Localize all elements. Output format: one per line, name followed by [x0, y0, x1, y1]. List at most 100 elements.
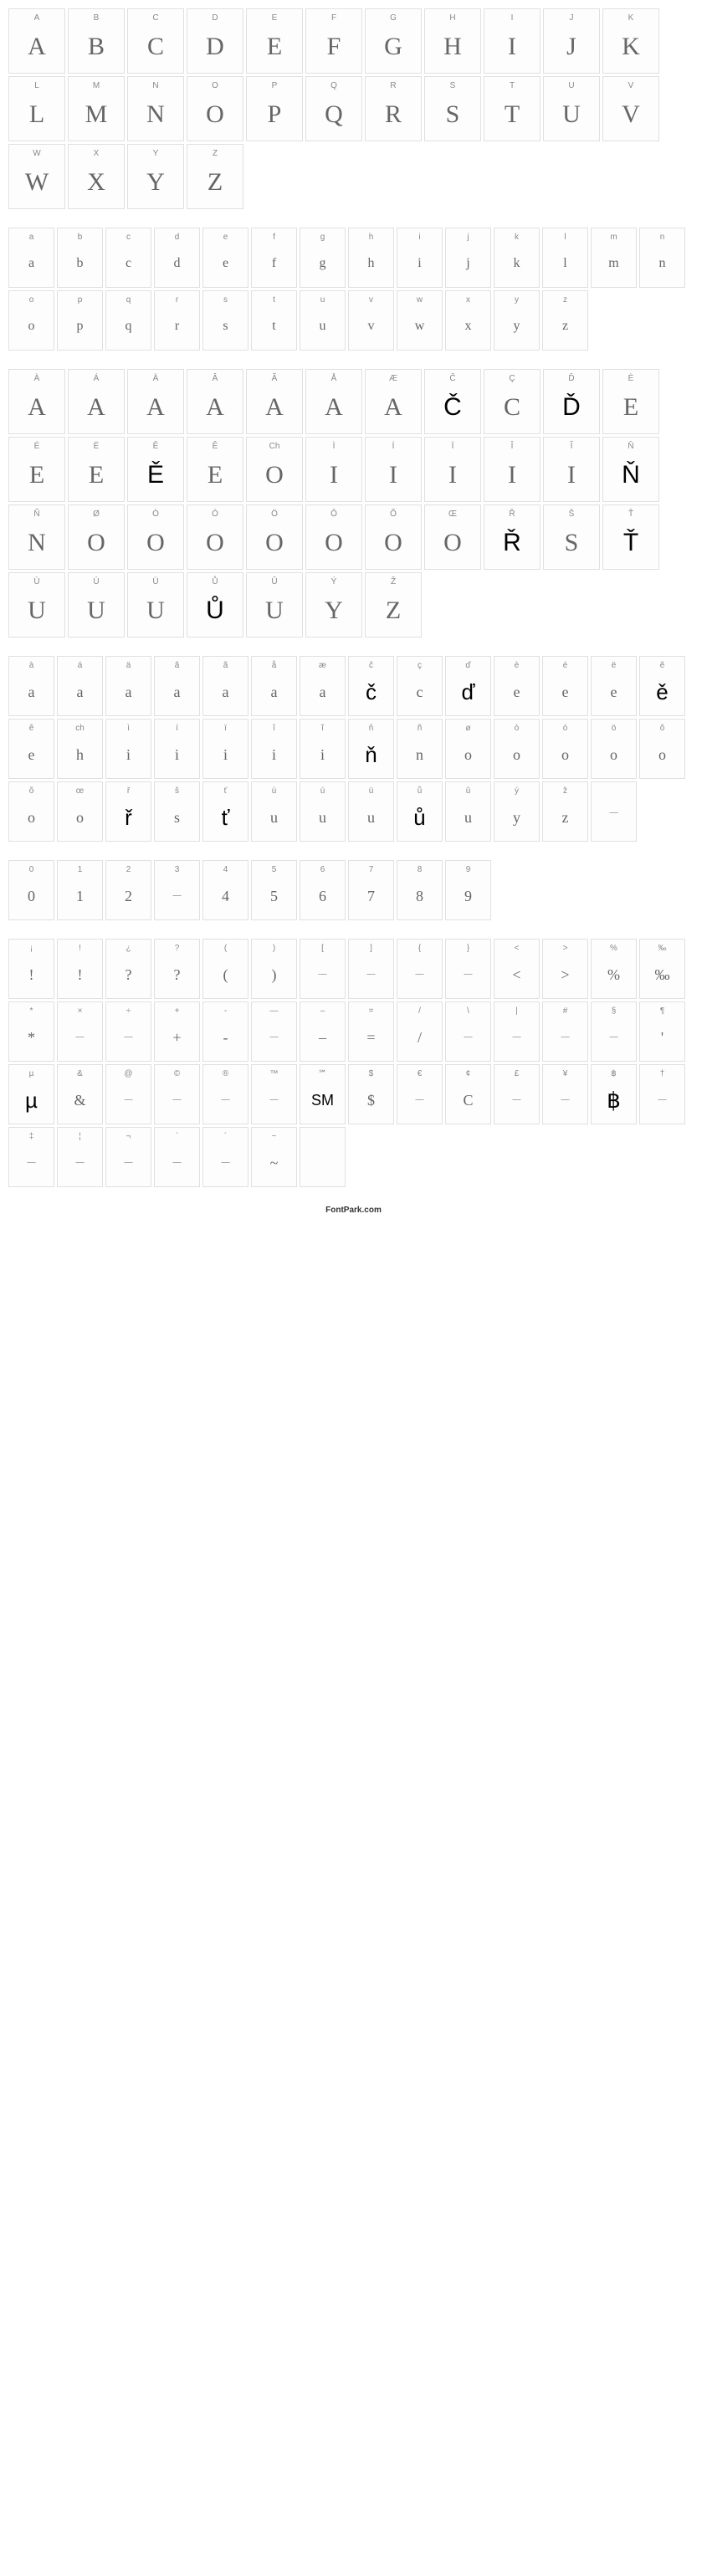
- glyph-display: I: [448, 456, 457, 494]
- glyph-cell: GG: [365, 8, 422, 74]
- glyph-display: C: [147, 28, 164, 66]
- glyph-cell: ÁA: [68, 369, 125, 434]
- glyph-display: 5: [270, 879, 278, 913]
- glyph-display: X: [87, 163, 105, 202]
- glyph-display: U: [87, 592, 105, 630]
- glyph-cell: íi: [154, 719, 200, 779]
- glyph-cell: XX: [68, 144, 125, 209]
- glyph-cell: >>: [542, 939, 588, 999]
- glyph-label: Ť: [628, 510, 633, 519]
- glyph-label: =: [369, 1006, 374, 1016]
- glyph-cell: ll: [542, 228, 588, 288]
- glyph-label: j: [467, 233, 469, 242]
- glyph-label: 9: [466, 865, 471, 874]
- glyph-label: G: [390, 13, 397, 23]
- glyph-label: ď: [465, 661, 470, 670]
- glyph-display: —: [270, 1021, 279, 1054]
- glyph-cell: $$: [348, 1064, 394, 1124]
- glyph-cell: ĨI: [543, 437, 600, 502]
- glyph-cell: ËE: [68, 437, 125, 502]
- glyph-cell: [—: [300, 939, 346, 999]
- glyph-display: e: [611, 675, 617, 709]
- glyph-cell: DD: [187, 8, 243, 74]
- glyph-display: u: [270, 801, 278, 834]
- glyph-cell: óo: [542, 719, 588, 779]
- glyph-label: È: [628, 374, 634, 383]
- glyph-display: O: [265, 456, 284, 494]
- glyph-label: d: [175, 233, 180, 242]
- glyph-cell: ŒO: [424, 504, 481, 570]
- glyph-label: Ch: [269, 442, 280, 451]
- glyph-cell: ňň: [348, 719, 394, 779]
- glyph-display: e: [223, 247, 228, 280]
- glyph-label: 0: [29, 865, 34, 874]
- glyph-display: K: [622, 28, 640, 66]
- glyph-cell: //: [397, 1001, 443, 1062]
- glyph-display: B: [88, 28, 105, 66]
- glyph-label: Ö: [271, 510, 278, 519]
- glyph-cell: ñn: [397, 719, 443, 779]
- glyph-label: ĩ: [321, 724, 324, 733]
- glyph-label: ú: [320, 786, 325, 796]
- glyph-cell: RR: [365, 76, 422, 141]
- glyph-display: A: [28, 388, 46, 427]
- glyph-display: o: [28, 310, 35, 343]
- glyph-label: Ó: [212, 510, 218, 519]
- glyph-label: +: [175, 1006, 180, 1016]
- glyph-display: %: [607, 958, 620, 991]
- glyph-label: Y: [153, 149, 159, 158]
- glyph-label: œ: [76, 786, 84, 796]
- glyph-label: &: [77, 1069, 83, 1078]
- glyph-label: ë: [612, 661, 617, 670]
- glyph-display: r: [175, 310, 179, 343]
- glyph-display: D: [206, 28, 224, 66]
- glyph-label: a: [29, 233, 34, 242]
- glyph-label: Ď: [568, 374, 574, 383]
- glyph-label: ý: [515, 786, 519, 796]
- glyph-label: ô: [660, 724, 665, 733]
- glyph-label: Ë: [94, 442, 100, 451]
- glyph-cell: ——: [251, 1001, 297, 1062]
- glyph-display: u: [464, 801, 472, 834]
- glyph-cell: AA: [8, 8, 65, 74]
- glyph-display: Y: [146, 163, 165, 202]
- glyph-cell: ((: [202, 939, 248, 999]
- glyph-label: ℠: [318, 1069, 326, 1078]
- glyph-cell: 3—: [154, 860, 200, 920]
- glyph-cell: ¡!: [8, 939, 54, 999]
- glyph-display: Z: [386, 592, 401, 630]
- glyph-label: -: [224, 1006, 227, 1016]
- glyph-cell: ïi: [202, 719, 248, 779]
- glyph-display: S: [565, 524, 579, 562]
- glyph-cell: yy: [494, 290, 540, 351]
- glyph-label: í: [176, 724, 178, 733]
- glyph-label: Ä: [153, 374, 159, 383]
- glyph-cell: ŘŘ: [484, 504, 540, 570]
- glyph-display: P: [268, 95, 282, 134]
- glyph-label: 3: [175, 865, 180, 874]
- glyph-cell: 00: [8, 860, 54, 920]
- glyph-label: Ø: [93, 510, 100, 519]
- glyph-label: č: [369, 661, 373, 670]
- glyph-label: Ü: [152, 577, 158, 586]
- glyph-display: —: [658, 1083, 667, 1117]
- glyph-display: C: [463, 1083, 473, 1117]
- glyph-display: —: [610, 1021, 618, 1054]
- glyph-cell: nn: [639, 228, 685, 288]
- glyph-display: t: [272, 310, 275, 343]
- glyph-label: ï: [224, 724, 227, 733]
- glyph-cell: àa: [8, 656, 54, 716]
- glyph-label: Û: [271, 577, 277, 586]
- glyph-label: J: [570, 13, 574, 23]
- glyph-display: +: [172, 1021, 181, 1054]
- glyph-cell: ®—: [202, 1064, 248, 1124]
- glyph-display: Ď: [562, 388, 581, 427]
- glyph-label: 7: [369, 865, 374, 874]
- glyph-cell: ŇŇ: [602, 437, 659, 502]
- glyph-cell: ÝY: [305, 572, 362, 638]
- glyph-label: }: [467, 944, 469, 953]
- glyph-cell: &&: [57, 1064, 103, 1124]
- section-lowercase-accented: àaáaäaâaãaåaæaččçcďďèeéeëeěěêechhìiíiïiî…: [8, 656, 699, 842]
- glyph-label: Q: [330, 81, 337, 90]
- glyph-display: Q: [325, 95, 343, 134]
